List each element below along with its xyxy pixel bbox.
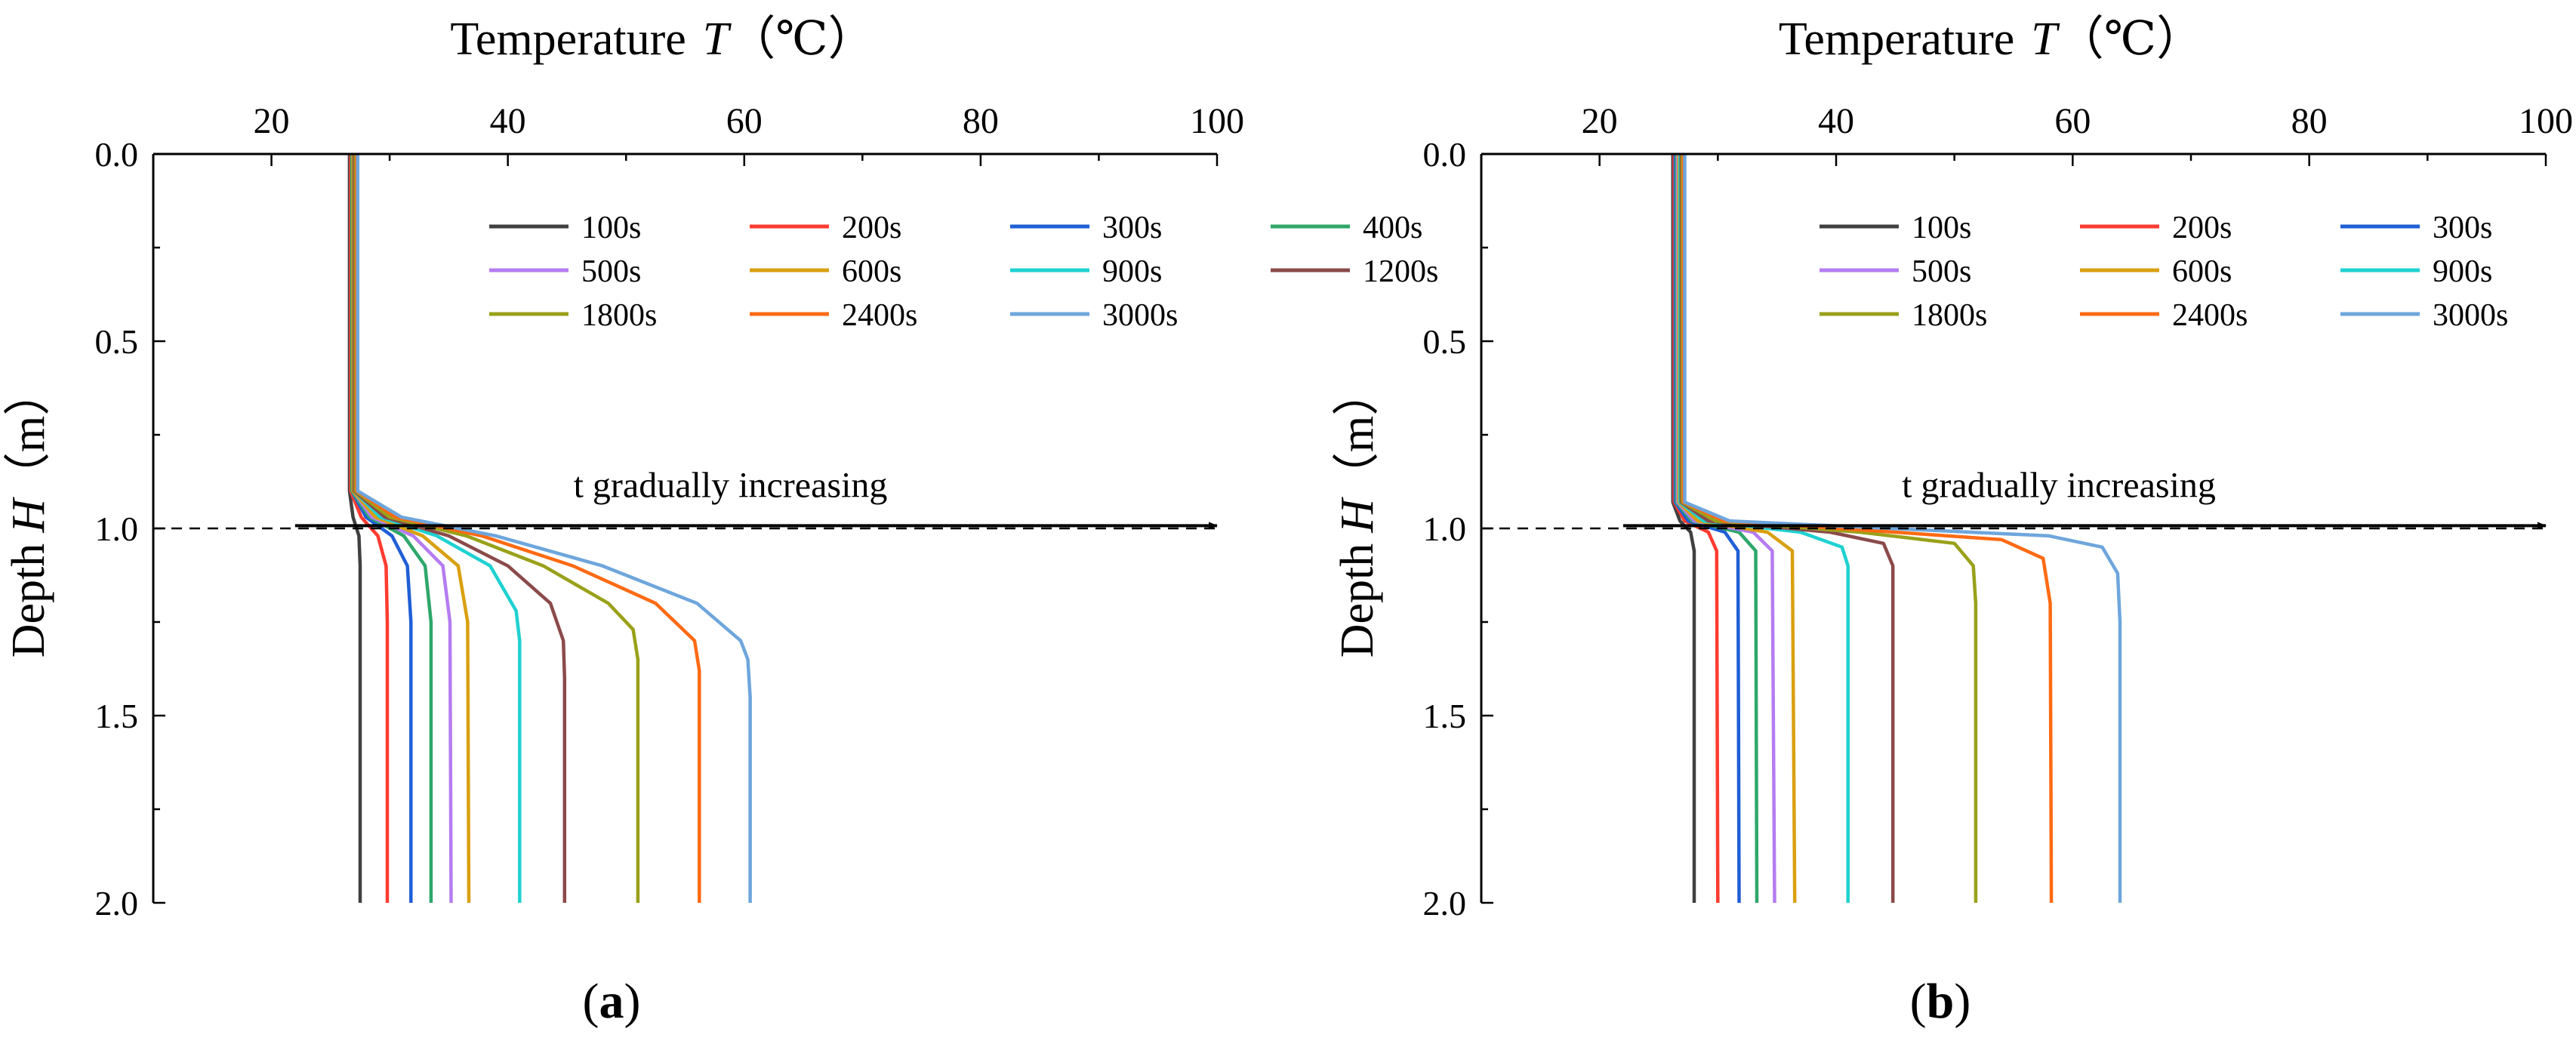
legend-label-3000s: 3000s xyxy=(1102,298,1178,333)
y-tick-label: 1.5 xyxy=(1423,697,1467,735)
legend-label-1800s: 1800s xyxy=(1912,298,1987,333)
y-axis-variable: H xyxy=(1332,497,1383,534)
y-tick-label: 1.5 xyxy=(95,697,139,735)
x-tick-label: 80 xyxy=(963,101,999,141)
legend-label-2400s: 2400s xyxy=(842,298,917,333)
legend-label-900s: 900s xyxy=(2433,254,2492,289)
y-axis-unit: （m） xyxy=(1332,369,1383,499)
x-tick-label: 40 xyxy=(490,101,526,141)
x-axis-title-text: Temperature xyxy=(1779,14,2014,65)
y-tick-label: 1.0 xyxy=(95,510,139,548)
legend: 100s200s300s400s500s600s900s1200s1800s24… xyxy=(1820,211,2508,333)
panel-label-letter: a xyxy=(599,974,624,1029)
legend-label-100s: 100s xyxy=(581,211,641,245)
panel-label-close: ) xyxy=(1954,974,1971,1029)
annotation-text: t gradually increasing xyxy=(574,465,888,505)
x-tick-label: 20 xyxy=(1582,101,1618,141)
y-tick-label: 1.0 xyxy=(1423,510,1467,548)
panel-label: (b) xyxy=(1910,974,1971,1029)
legend-label-500s: 500s xyxy=(581,254,641,289)
x-axis-variable: T xyxy=(703,14,732,65)
legend-label-200s: 200s xyxy=(2172,211,2232,245)
x-axis-unit: （℃） xyxy=(729,14,874,65)
x-tick-label: 40 xyxy=(1818,101,1854,141)
legend-label-100s: 100s xyxy=(1912,211,1971,245)
panel-label: (a) xyxy=(583,974,641,1029)
legend-label-2400s: 2400s xyxy=(2172,298,2248,333)
series-line-3000s xyxy=(356,154,752,903)
x-tick-label: 60 xyxy=(2054,101,2091,141)
panel-label-close: ) xyxy=(624,974,641,1029)
legend-label-1200s: 1200s xyxy=(1363,254,1438,289)
legend-label-600s: 600s xyxy=(2172,254,2232,289)
legend-label-3000s: 3000s xyxy=(2433,298,2508,333)
legend-label-400s: 400s xyxy=(1363,211,1422,245)
legend: 100s 200s 300s 400s 500s 600s 900s 1200s 1800s 24… xyxy=(489,211,1438,333)
y-tick-label: 0.0 xyxy=(95,135,139,174)
series-line-3000s xyxy=(1683,154,2122,903)
x-axis-title: Temperature T（℃） xyxy=(1779,14,2203,65)
x-tick-label: 20 xyxy=(254,101,290,141)
panel-b: 20 40 60 80 100 0.0 0.5 1.0 1.5 2.0 Temperature T（℃… xyxy=(1332,14,2573,1029)
y-tick-label: 2.0 xyxy=(95,884,139,922)
y-tick-label: 0.0 xyxy=(1423,135,1467,174)
x-tick-label: 60 xyxy=(726,101,763,141)
y-axis-variable: H xyxy=(3,497,54,534)
y-tick-label: 0.5 xyxy=(95,322,139,361)
y-tick-label: 0.5 xyxy=(1423,322,1467,361)
legend-label-300s: 300s xyxy=(1102,211,1162,245)
y-axis-title-text: Depth xyxy=(3,544,54,658)
y-axis-unit: （m） xyxy=(3,369,54,499)
legend-label-600s: 600s xyxy=(842,254,901,289)
panel-label-open: ( xyxy=(1910,974,1927,1029)
panel-label-open: ( xyxy=(583,974,599,1029)
panel-a: 20 40 60 80 100 0.0 0.5 1.0 1.5 2.0 Temperature T（℃… xyxy=(3,14,1438,1029)
y-axis-title-text: Depth xyxy=(1332,544,1383,658)
series-lines xyxy=(347,154,752,904)
y-axis-title: Depth H（m） xyxy=(3,369,54,658)
x-axis-title: Temperature T（℃） xyxy=(450,14,874,65)
legend-label-900s: 900s xyxy=(1102,254,1162,289)
x-tick-label: 100 xyxy=(1190,101,1244,141)
y-axis-title: Depth H（m） xyxy=(1332,369,1383,658)
annotation-text: t gradually increasing xyxy=(1902,465,2216,505)
x-tick-label: 100 xyxy=(2519,101,2573,141)
x-axis-title-text: Temperature xyxy=(450,14,686,65)
panel-label-letter: b xyxy=(1927,974,1955,1029)
x-axis-unit: （℃） xyxy=(2057,14,2203,65)
x-tick-label: 80 xyxy=(2291,101,2328,141)
y-tick-label: 2.0 xyxy=(1423,884,1467,922)
legend-label-1800s: 1800s xyxy=(581,298,657,333)
legend-label-300s: 300s xyxy=(2433,211,2492,245)
legend-label-200s: 200s xyxy=(842,211,901,245)
x-axis-variable: T xyxy=(2031,14,2060,65)
legend-label-500s: 500s xyxy=(1912,254,1971,289)
